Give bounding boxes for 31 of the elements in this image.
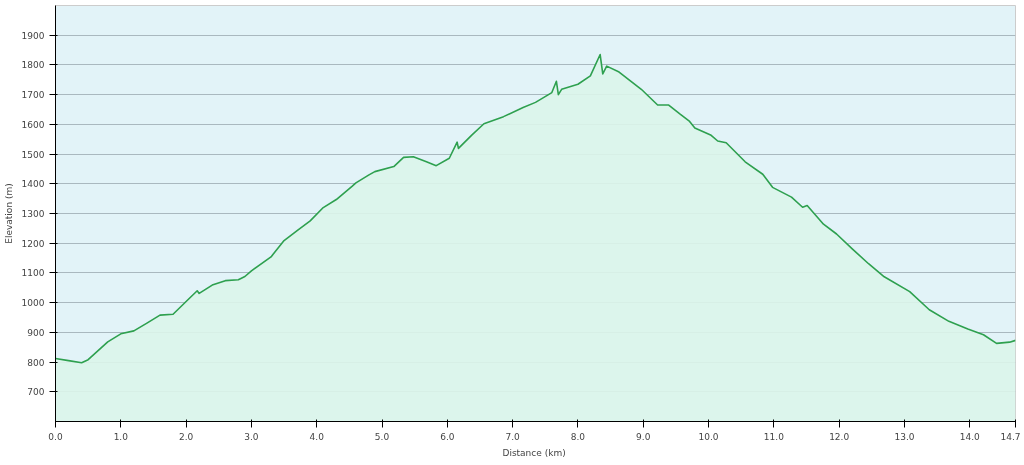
x-tick-label: 4.0 <box>309 431 325 442</box>
x-tick-label: 7.0 <box>505 431 521 442</box>
x-tick-label: 12.0 <box>829 431 850 442</box>
x-tick-label: 1.0 <box>113 431 129 442</box>
x-tick-label: 0.0 <box>48 431 63 442</box>
y-tick-label: 800 <box>27 357 45 368</box>
y-tick-label: 1000 <box>21 298 45 309</box>
y-tick-label: 1800 <box>21 60 45 71</box>
x-tick-label: 11.0 <box>763 431 785 442</box>
x-tick-label: 3.0 <box>244 431 259 442</box>
x-tick-label: 6.0 <box>440 431 455 442</box>
y-tick-label: 1100 <box>21 268 45 279</box>
x-tick-label: 9.0 <box>636 431 651 442</box>
y-tick-label: 1400 <box>21 179 45 190</box>
y-tick-label: 1700 <box>21 90 45 101</box>
y-tick-label: 1300 <box>21 209 45 219</box>
x-axis-title: Distance (km) <box>502 447 566 458</box>
x-tick-label: 5.0 <box>374 431 390 442</box>
y-tick-label: 1600 <box>21 119 45 130</box>
x-tick-label: 8.0 <box>570 431 586 442</box>
y-tick-label: 1500 <box>21 149 45 160</box>
x-tick-label: 2.0 <box>178 431 194 442</box>
x-tick-label: 10.0 <box>698 431 719 442</box>
y-tick-label: 1200 <box>21 238 45 249</box>
x-tick-label: 14.0 <box>959 431 981 442</box>
x-tick-label: 14.7 <box>1000 431 1021 442</box>
y-tick-label: 1900 <box>21 30 45 41</box>
x-tick-label: 13.0 <box>894 431 915 442</box>
y-tick-label: 900 <box>27 327 45 338</box>
y-tick-label: 700 <box>27 387 45 398</box>
y-axis-title: Elevation (m) <box>3 183 14 244</box>
